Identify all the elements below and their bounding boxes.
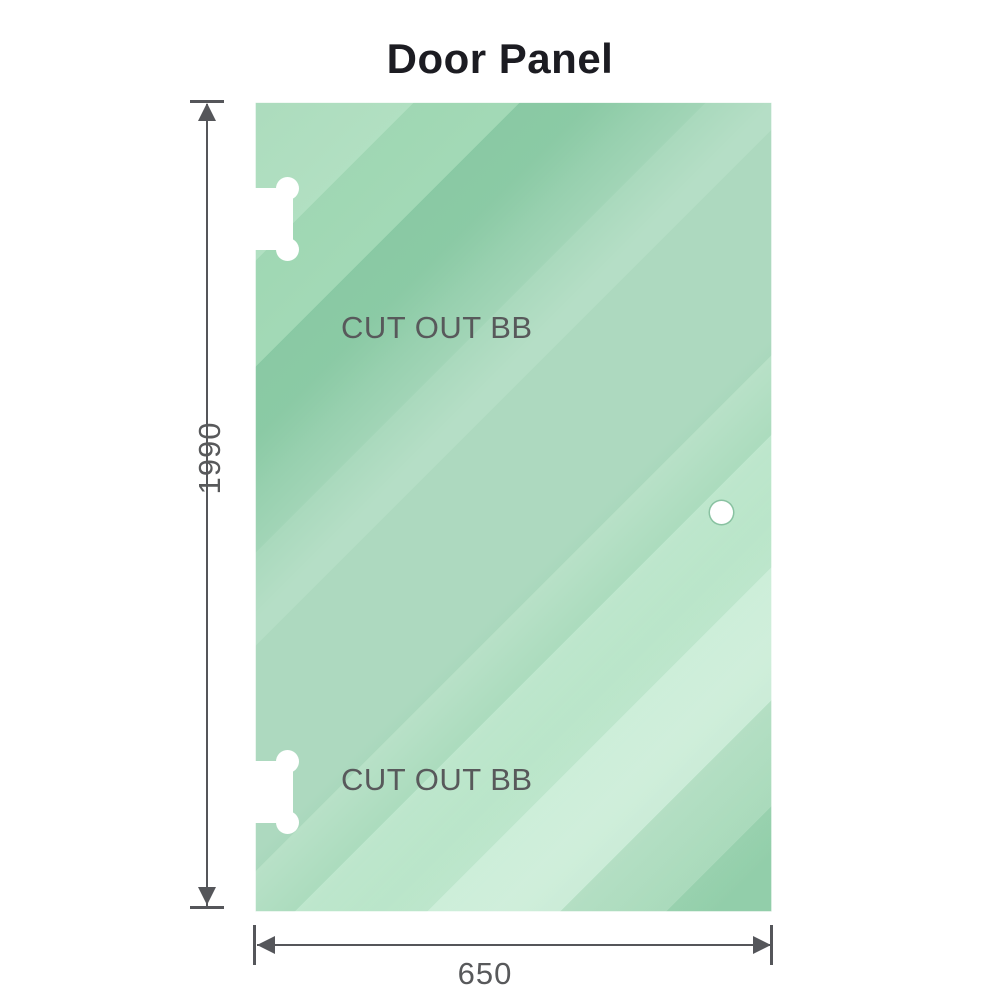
cut-out-bottom-lobe-lower xyxy=(276,811,299,834)
width-extension-line-left xyxy=(253,925,256,965)
height-extension-line-top xyxy=(190,100,224,103)
cut-out-bottom-label: CUT OUT BB xyxy=(341,762,533,797)
page-title: Door Panel xyxy=(386,35,614,82)
height-dimension-line xyxy=(206,104,208,908)
cut-out-top-lobe-upper xyxy=(276,177,299,200)
width-dimension-line xyxy=(257,944,771,946)
width-extension-line-right xyxy=(770,925,773,965)
cut-out-bottom xyxy=(255,750,299,834)
arrow-left-icon xyxy=(257,936,275,954)
cut-out-bottom-lobe-upper xyxy=(276,750,299,773)
arrow-down-icon xyxy=(198,887,216,905)
door-panel-glass: CUT OUT BB CUT OUT BB xyxy=(255,102,772,912)
cut-out-top xyxy=(255,177,299,261)
handle-hole xyxy=(710,501,733,524)
cut-out-top-label: CUT OUT BB xyxy=(341,310,533,345)
arrow-right-icon xyxy=(753,936,771,954)
arrow-up-icon xyxy=(198,103,216,121)
width-dimension-label: 650 xyxy=(457,956,513,991)
cut-out-top-lobe-lower xyxy=(276,238,299,261)
height-dimension-label: 1990 xyxy=(192,421,227,495)
